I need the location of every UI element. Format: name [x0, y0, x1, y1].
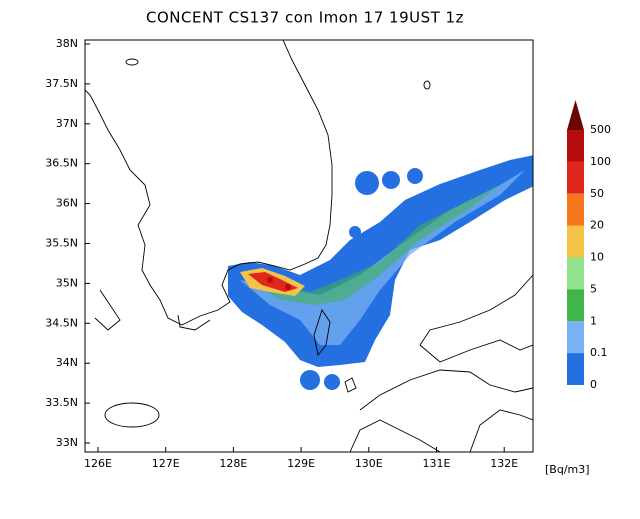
lon-label: 131E	[423, 457, 451, 470]
colorbar-swatch	[567, 130, 584, 162]
colorbar-label: 0.1	[590, 346, 608, 359]
colorbar-label: 50	[590, 187, 604, 200]
lon-label: 126E	[84, 457, 112, 470]
colorbar-label: 10	[590, 251, 604, 264]
coastlines	[85, 40, 533, 452]
colorbar-swatch	[567, 193, 584, 226]
lat-label: 37N	[56, 117, 78, 130]
lon-label: 127E	[152, 457, 180, 470]
lon-label: 128E	[219, 457, 247, 470]
lon-label: 130E	[355, 457, 383, 470]
lat-label: 37.5N	[45, 77, 78, 90]
colorbar-swatch	[567, 225, 584, 258]
colorbar: 500 100 50 20 10 5 1 0.1 0 [Bq/m3]	[545, 100, 611, 476]
colorbar-label: 0	[590, 378, 597, 391]
colorbar-swatch	[567, 321, 584, 354]
map-area	[84, 39, 534, 453]
map-frame	[84, 39, 534, 453]
lat-label: 34.5N	[45, 316, 78, 329]
lat-label: 33.5N	[45, 396, 78, 409]
lon-label: 129E	[287, 457, 315, 470]
lon-label: 132E	[490, 457, 518, 470]
lat-label: 36.5N	[45, 157, 78, 170]
lat-label: 35N	[56, 276, 78, 289]
lat-label: 36N	[56, 197, 78, 210]
plume	[228, 155, 533, 390]
colorbar-swatch	[567, 161, 584, 194]
colorbar-swatch	[567, 353, 584, 385]
colorbar-swatch	[567, 257, 584, 290]
colorbar-unit: [Bq/m3]	[545, 463, 590, 476]
colorbar-extend	[567, 100, 584, 130]
colorbar-swatch	[567, 289, 584, 322]
map-title: CONCENT CS137 con Imon 17 19UST 1z	[146, 9, 464, 27]
lat-label: 38N	[56, 37, 78, 50]
lat-label: 35.5N	[45, 237, 78, 250]
colorbar-label: 100	[590, 155, 611, 168]
colorbar-label: 20	[590, 219, 604, 232]
colorbar-label: 5	[590, 282, 597, 295]
lat-label: 33N	[56, 436, 78, 449]
lat-label: 34N	[56, 356, 78, 369]
colorbar-label: 1	[590, 314, 597, 327]
colorbar-label: 500	[590, 123, 611, 136]
